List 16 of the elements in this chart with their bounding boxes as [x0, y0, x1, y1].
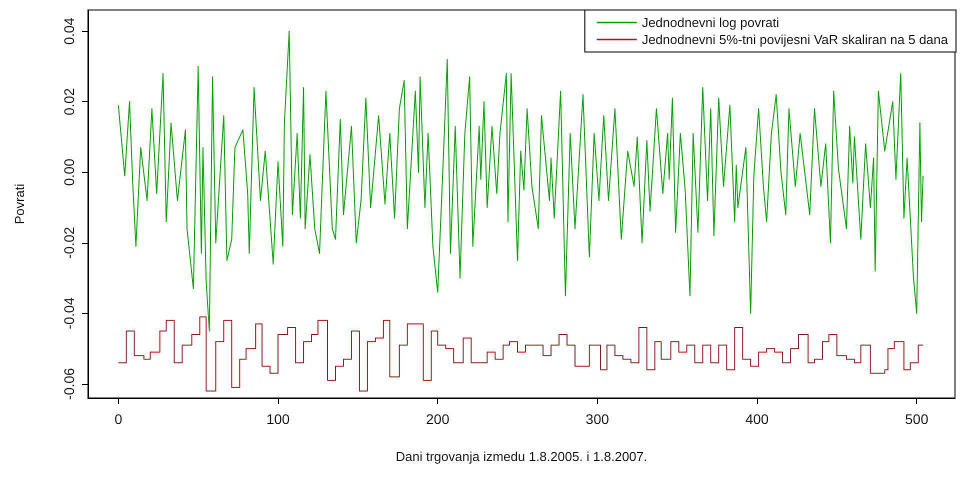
y-tick-label: 0.04 — [61, 17, 77, 45]
y-tick-label: 0.02 — [61, 88, 77, 116]
x-tick-label: 200 — [426, 411, 450, 427]
y-tick-label: 0.00 — [61, 158, 77, 186]
x-tick-label: 100 — [266, 411, 290, 427]
x-tick-label: 0 — [114, 411, 122, 427]
legend-label: Jednodnevni log povrati — [642, 15, 780, 30]
y-tick-label: -0.02 — [61, 226, 77, 259]
y-tick-label: -0.06 — [61, 368, 77, 400]
x-axis-title: Dani trgovanja izmedu 1.8.2005. i 1.8.2007. — [396, 449, 648, 464]
x-tick-label: 400 — [745, 411, 769, 427]
x-tick-label: 300 — [586, 411, 610, 427]
legend-label: Jednodnevni 5%-tni povijesni VaR skaliran na 5 dana — [642, 32, 949, 47]
x-tick-label: 500 — [905, 411, 929, 427]
y-axis-title: Povrati — [12, 184, 27, 224]
y-tick-label: -0.04 — [61, 297, 77, 330]
